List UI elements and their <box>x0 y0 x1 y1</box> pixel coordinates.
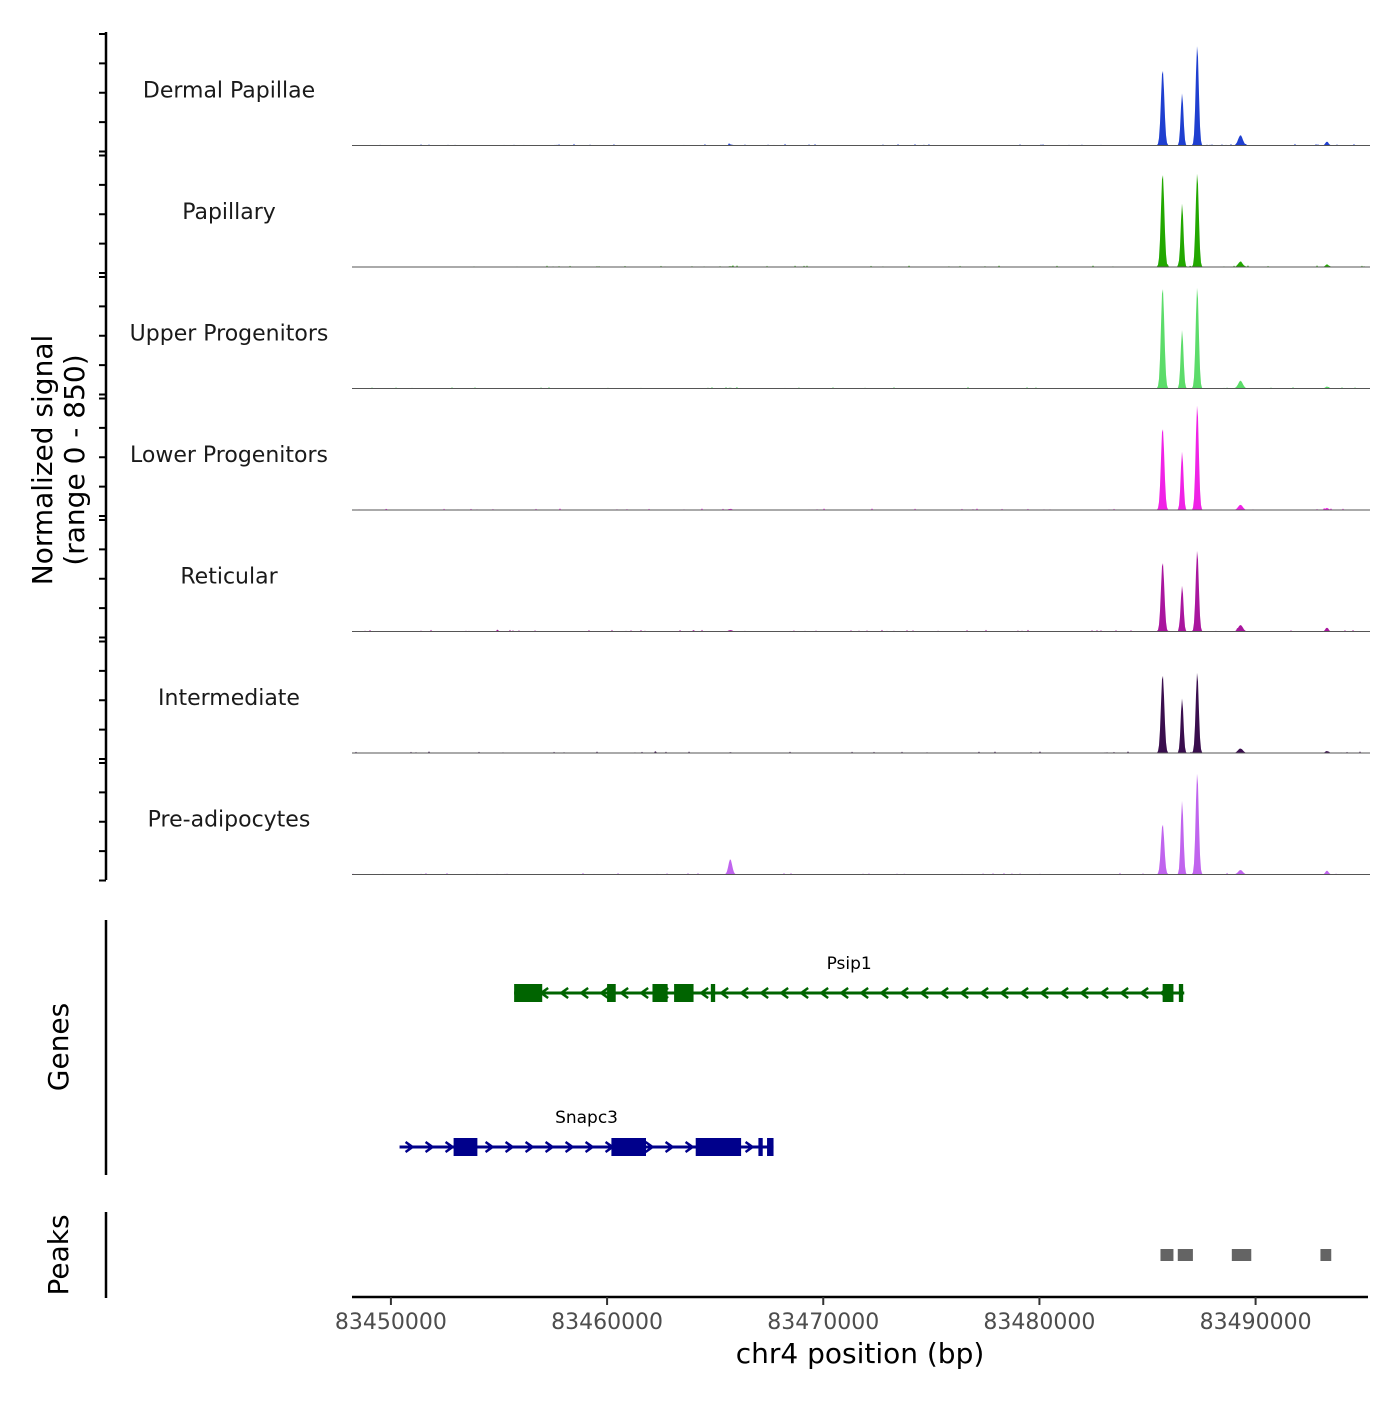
strand-chevron <box>644 1140 655 1154</box>
strand-chevron <box>664 1140 675 1154</box>
strand-chevron <box>584 1140 595 1154</box>
strand-chevron <box>858 986 869 1000</box>
signal-area <box>352 773 1368 875</box>
signal-area <box>352 173 1368 267</box>
gene-exon <box>710 984 716 1002</box>
signal-area <box>352 46 1368 146</box>
track-label: Upper Progenitors <box>130 322 329 347</box>
track-label: Papillary <box>182 200 276 225</box>
gene-exon <box>514 984 543 1002</box>
x-axis: 83450000 83460000 83470000 83480000 83490000 <box>335 1295 1368 1335</box>
strand-chevron <box>404 1140 415 1154</box>
x-tick-label: 83480000 <box>983 1310 1095 1335</box>
peak-region <box>1320 1249 1332 1261</box>
strand-chevron <box>798 986 809 1000</box>
strand-chevron <box>504 1140 515 1154</box>
strand-chevron <box>778 986 789 1000</box>
track-upper-progenitors: Upper Progenitors <box>130 287 1370 389</box>
gene-exon <box>674 984 694 1002</box>
strand-chevron <box>638 986 649 1000</box>
gene-psip1: Psip1 <box>514 954 1185 1002</box>
track-intermediate: Intermediate <box>158 672 1370 754</box>
signal-area <box>352 287 1368 389</box>
strand-chevron <box>1078 986 1089 1000</box>
peak-region <box>1231 1249 1252 1261</box>
signal-area <box>352 405 1368 510</box>
strand-chevron <box>1038 986 1049 1000</box>
strand-chevron <box>1018 986 1029 1000</box>
y-axis-label-line1: Normalized signal <box>26 335 59 586</box>
strand-chevron <box>838 986 849 1000</box>
genes-track: Psip1 Snapc3 <box>399 954 1185 1156</box>
signal-area <box>352 550 1368 632</box>
strand-chevron <box>578 986 589 1000</box>
gene-label: Psip1 <box>827 954 872 974</box>
gene-exon <box>453 1138 478 1156</box>
strand-chevron <box>424 1140 435 1154</box>
strand-chevron <box>1118 986 1129 1000</box>
x-tick-label: 83490000 <box>1200 1310 1312 1335</box>
track-label: Dermal Papillae <box>143 79 315 104</box>
coverage-y-axis <box>99 32 108 882</box>
strand-chevron <box>718 986 729 1000</box>
strand-chevron <box>444 1140 455 1154</box>
strand-chevron <box>918 986 929 1000</box>
track-lower-progenitors: Lower Progenitors <box>130 405 1370 511</box>
strand-chevron <box>744 1140 755 1154</box>
strand-chevron <box>1138 986 1149 1000</box>
x-tick-label: 83450000 <box>335 1310 447 1335</box>
gene-exon <box>607 984 616 1002</box>
track-label: Pre-adipocytes <box>148 808 311 833</box>
genes-track-label: Genes <box>42 1003 75 1091</box>
track-label: Reticular <box>180 565 278 590</box>
strand-chevron <box>698 986 709 1000</box>
strand-chevron <box>484 1140 495 1154</box>
gene-exon <box>1178 984 1184 1002</box>
strand-chevron <box>618 986 629 1000</box>
gene-exon <box>1162 984 1174 1002</box>
track-papillary: Papillary <box>182 173 1370 268</box>
strand-chevron <box>524 1140 535 1154</box>
peaks-track-label: Peaks <box>42 1214 75 1295</box>
gene-exon <box>611 1138 646 1156</box>
y-axis-label-line2: (range 0 - 850) <box>58 354 91 565</box>
strand-chevron <box>598 986 609 1000</box>
signal-tracks: Dermal Papillae Papillary Upper Progenitor… <box>130 46 1370 875</box>
strand-chevron <box>898 986 909 1000</box>
strand-chevron <box>544 1140 555 1154</box>
peak-region <box>1160 1249 1174 1261</box>
peaks-track <box>1160 1249 1332 1261</box>
strand-chevron <box>878 986 889 1000</box>
x-axis-label: chr4 position (bp) <box>736 1337 985 1370</box>
strand-chevron <box>758 986 769 1000</box>
gene-exon <box>652 984 668 1002</box>
gene-exon <box>767 1138 774 1156</box>
x-tick-label: 83470000 <box>767 1310 879 1335</box>
track-label: Lower Progenitors <box>130 443 328 468</box>
gene-label: Snapc3 <box>555 1108 618 1128</box>
strand-chevron <box>998 986 1009 1000</box>
strand-chevron <box>1098 986 1109 1000</box>
strand-chevron <box>684 1140 695 1154</box>
track-reticular: Reticular <box>180 550 1370 632</box>
strand-chevron <box>978 986 989 1000</box>
strand-chevron <box>818 986 829 1000</box>
strand-chevron <box>958 986 969 1000</box>
peak-region <box>1177 1249 1193 1261</box>
track-label: Intermediate <box>158 686 300 711</box>
strand-chevron <box>938 986 949 1000</box>
gene-exon <box>758 1138 763 1156</box>
gene-snapc3: Snapc3 <box>399 1108 774 1156</box>
gene-exon <box>695 1138 742 1156</box>
x-tick-label: 83460000 <box>551 1310 663 1335</box>
strand-chevron <box>1058 986 1069 1000</box>
track-pre-adipocytes: Pre-adipocytes <box>148 773 1370 875</box>
strand-chevron <box>564 1140 575 1154</box>
strand-chevron <box>738 986 749 1000</box>
strand-chevron <box>558 986 569 1000</box>
track-dermal-papillae: Dermal Papillae <box>143 46 1370 146</box>
signal-area <box>352 672 1368 753</box>
